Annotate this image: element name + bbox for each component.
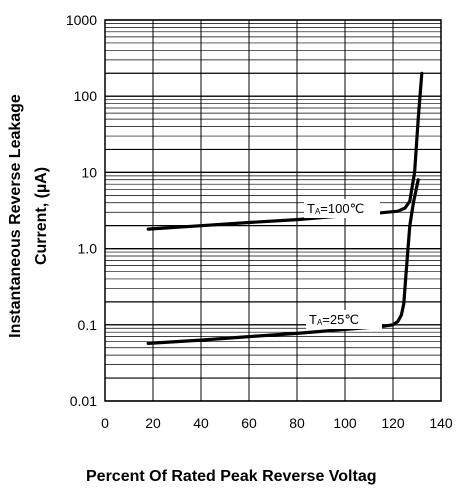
y-axis-title-line-1: Instantaneous Reverse Leakage bbox=[7, 94, 24, 338]
y-tick-label: 1.0 bbox=[78, 241, 98, 257]
y-tick-label: 100 bbox=[74, 88, 98, 104]
x-tick-label: 60 bbox=[241, 415, 257, 431]
x-tick-label: 100 bbox=[333, 415, 357, 431]
y-tick-label: 1000 bbox=[66, 12, 97, 28]
series-layer: TA=100℃ TA=25℃ bbox=[146, 71, 424, 345]
y-axis-title-line-2: Current, (µA) bbox=[33, 167, 50, 265]
x-tick-label: 140 bbox=[429, 415, 453, 431]
x-tick-label: 120 bbox=[381, 415, 405, 431]
series-line-ta-100c bbox=[146, 71, 424, 231]
tick-labels: 0 20 40 60 80 100 120 140 0.01 0.1 1.0 10 100 1000 bbox=[66, 12, 453, 431]
x-tick-label: 40 bbox=[193, 415, 209, 431]
series-label: TA=25℃ bbox=[309, 312, 359, 327]
series-line-ta-25c bbox=[146, 178, 420, 345]
x-tick-label: 20 bbox=[145, 415, 161, 431]
plot-frame bbox=[104, 19, 442, 402]
x-tick-label: 80 bbox=[289, 415, 305, 431]
series-label-background bbox=[306, 310, 382, 329]
x-tick-label: 0 bbox=[101, 415, 109, 431]
series-label: TA=100℃ bbox=[307, 201, 364, 216]
y-tick-label: 0.01 bbox=[70, 393, 97, 409]
y-tick-label: 10 bbox=[81, 164, 97, 180]
x-axis-title: Percent Of Rated Peak Reverse Voltag bbox=[86, 468, 377, 485]
y-tick-label: 0.1 bbox=[78, 317, 98, 333]
series-label-background bbox=[304, 199, 380, 218]
